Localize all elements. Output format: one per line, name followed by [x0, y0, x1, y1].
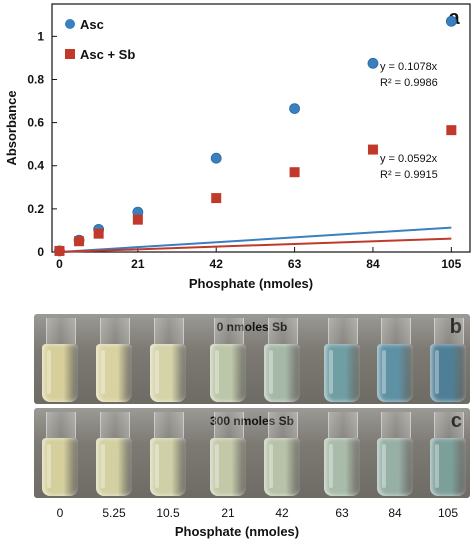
- bottom-tick-label: 21: [221, 506, 235, 520]
- legend-marker-asc: [65, 19, 75, 29]
- x-tick-label: 0: [56, 257, 63, 271]
- vial-c-4: [210, 412, 246, 496]
- x-tick-label: 21: [131, 257, 145, 271]
- legend-label-asc-sb: Asc + Sb: [80, 47, 135, 62]
- bottom-tick-label: 5.25: [102, 506, 126, 520]
- point-asc-sb: [367, 144, 378, 155]
- absorbance-chart: 0 0.2 0.4 0.6 0.8 1 0 21 42 63 84 105 Phosphate (nmo…: [4, 3, 471, 291]
- vial-c-5: [264, 412, 300, 496]
- plot-frame: [51, 3, 471, 253]
- vial-b-8: [430, 318, 466, 402]
- vial-b-6: [324, 318, 360, 402]
- vial-c-6: [324, 412, 360, 496]
- bottom-tick-label: 84: [388, 506, 402, 520]
- point-asc-sb: [74, 236, 85, 247]
- point-asc: [367, 57, 379, 69]
- y-tick-label: 0: [37, 245, 44, 259]
- bottom-tick-label: 42: [275, 506, 289, 520]
- legend-label-asc: Asc: [80, 17, 104, 32]
- photo-panel-c: 300 nmoles Sb c: [34, 408, 470, 498]
- x-tick-label: 42: [210, 257, 224, 271]
- legend-marker-asc-sb: [65, 49, 75, 59]
- point-asc-sb: [132, 214, 143, 225]
- point-asc-sb: [54, 245, 65, 256]
- bottom-tick-label: 63: [335, 506, 349, 520]
- photo-panel-b: 0 nmoles Sb b: [34, 314, 470, 404]
- trendline-2: [59, 237, 452, 253]
- y-axis-title: Absorbance: [4, 90, 19, 165]
- point-asc: [289, 103, 300, 114]
- bottom-tick-label: 10.5: [156, 506, 180, 520]
- trendline-1: [59, 226, 452, 253]
- bottom-tick-label: 105: [437, 506, 459, 520]
- vial-b-5: [264, 318, 300, 402]
- vial-c-1: [42, 412, 78, 496]
- point-asc-sb: [93, 228, 104, 239]
- point-asc: [445, 15, 457, 27]
- x-tick-label: 84: [366, 257, 380, 271]
- photo-label-b: 0 nmoles Sb: [216, 320, 288, 334]
- vial-c-2: [96, 412, 132, 496]
- panel-tag-b: b: [450, 316, 462, 339]
- equation-asc: y = 0.1078x: [380, 61, 438, 73]
- r-squared-asc: R² = 0.9986: [380, 77, 438, 89]
- vial-b-7: [377, 318, 413, 402]
- x-axis-title: Phosphate (nmoles): [189, 276, 313, 291]
- y-tick-label: 0.8: [27, 72, 44, 86]
- vial-b-2: [96, 318, 132, 402]
- x-tick-label: 105: [441, 257, 461, 271]
- y-tick-label: 0.6: [27, 116, 44, 130]
- bottom-tick-label: 0: [56, 506, 64, 520]
- point-asc-sb: [289, 167, 300, 178]
- y-tick-label: 0.4: [27, 159, 44, 173]
- y-tick-label: 0.2: [27, 202, 44, 216]
- r-squared-asc-sb: R² = 0.9915: [380, 169, 438, 181]
- vial-b-3: [150, 318, 186, 402]
- vial-c-8: [430, 412, 466, 496]
- point-asc: [210, 152, 222, 164]
- y-tick-label: 1: [37, 29, 44, 43]
- x-tick-label: 63: [288, 257, 302, 271]
- point-asc-sb: [446, 125, 457, 136]
- point-asc-sb: [211, 193, 222, 204]
- bottom-axis-title: Phosphate (nmoles): [174, 524, 300, 539]
- vial-c-3: [150, 412, 186, 496]
- vial-c-7: [377, 412, 413, 496]
- equation-asc-sb: y = 0.0592x: [380, 153, 438, 165]
- vial-b-1: [42, 318, 78, 402]
- photo-label-c: 300 nmoles Sb: [209, 414, 295, 428]
- vial-b-4: [210, 318, 246, 402]
- panel-tag-c: c: [451, 410, 462, 433]
